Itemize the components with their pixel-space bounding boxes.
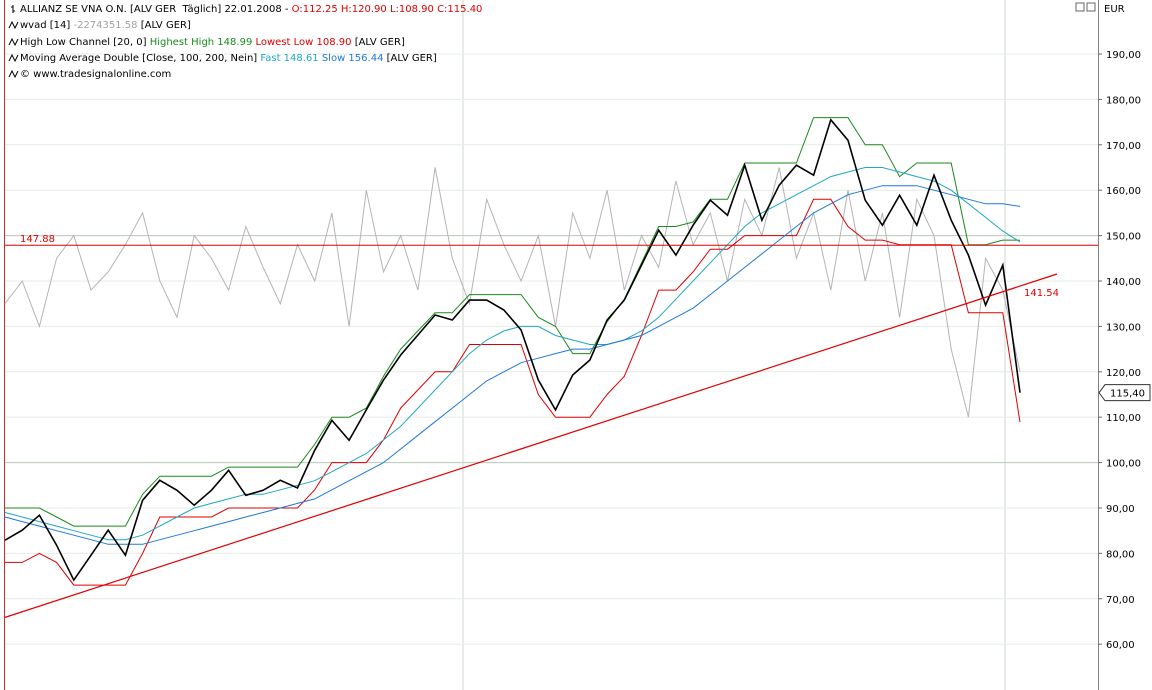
legend-line: Moving Average Double [Close, 100, 200, … xyxy=(8,51,482,67)
legend-text: wvad [14] xyxy=(20,20,74,32)
series-line xyxy=(5,117,1021,527)
legend-icon xyxy=(8,37,19,46)
price-marker xyxy=(1098,384,1151,402)
axis-unit: EUR xyxy=(1104,4,1125,15)
y-tick-label: 120,00 xyxy=(1106,368,1141,379)
legend-text: Fast 148.61 xyxy=(260,52,319,64)
y-tick-label: 140,00 xyxy=(1106,277,1141,288)
legend-line: © www.tradesignalonline.com xyxy=(8,67,482,83)
y-tick-label: 80,00 xyxy=(1106,549,1135,560)
legend-line: High Low Channel [20, 0] Highest High 14… xyxy=(8,35,482,51)
y-tick-label: 170,00 xyxy=(1106,141,1141,152)
legend-text: Highest High 148.99 xyxy=(149,36,253,48)
legend-line: ALLIANZ SE VNA O.N. [ALV GER Täglich] 22… xyxy=(8,2,482,18)
legend-icon xyxy=(11,5,15,13)
legend-text: Moving Average Double [Close, 100, 200, … xyxy=(20,52,261,64)
legend-line: wvad [14] -2274351.58 [ALV GER] xyxy=(8,18,482,34)
y-tick-label: 100,00 xyxy=(1106,459,1141,470)
legend-text: High Low Channel [20, 0] xyxy=(20,36,150,48)
window-button[interactable] xyxy=(1086,2,1096,12)
legend-text: O:112.25 H:120.90 L:108.90 C:115.40 xyxy=(291,4,483,15)
legend-icon xyxy=(8,53,19,63)
y-tick-label: 160,00 xyxy=(1106,186,1141,197)
legend-text: ALLIANZ SE VNA O.N. [ALV GER Täglich] 22… xyxy=(20,4,292,15)
y-tick-label: 70,00 xyxy=(1106,595,1135,606)
legend-text: -2274351.58 xyxy=(73,20,138,32)
legend-text: [ALV GER] xyxy=(383,52,437,64)
hline-label: 147.88 xyxy=(20,234,55,245)
legend-text: © www.tradesignalonline.com xyxy=(20,69,172,81)
series-line xyxy=(4,167,1021,418)
legend-text: Lowest Low 108.90 xyxy=(252,36,352,48)
y-tick-label: 60,00 xyxy=(1106,640,1135,651)
y-tick-label: 130,00 xyxy=(1106,322,1141,333)
legend-icon xyxy=(8,21,19,30)
legend-text: [ALV GER] xyxy=(351,36,405,48)
trend-line xyxy=(4,273,1058,618)
y-tick-label: 90,00 xyxy=(1106,504,1135,515)
window-button[interactable] xyxy=(1075,2,1085,12)
legend-icon xyxy=(8,70,19,79)
y-tick-label: 180,00 xyxy=(1106,95,1141,106)
legend-text: [ALV GER] xyxy=(137,20,191,32)
series-line xyxy=(5,198,1021,586)
legend: ALLIANZ SE VNA O.N. [ALV GER Täglich] 22… xyxy=(8,2,482,83)
y-tick-label: 110,00 xyxy=(1106,413,1141,424)
y-tick-label: 150,00 xyxy=(1106,232,1141,243)
series-line xyxy=(4,167,1021,541)
legend-text: Slow 156.44 xyxy=(318,52,384,64)
price-label: 115,40 xyxy=(1110,389,1145,400)
series-line xyxy=(4,185,1021,545)
trend-label: 141.54 xyxy=(1024,288,1059,299)
series-line xyxy=(4,118,1021,582)
y-tick-label: 190,00 xyxy=(1106,50,1141,61)
